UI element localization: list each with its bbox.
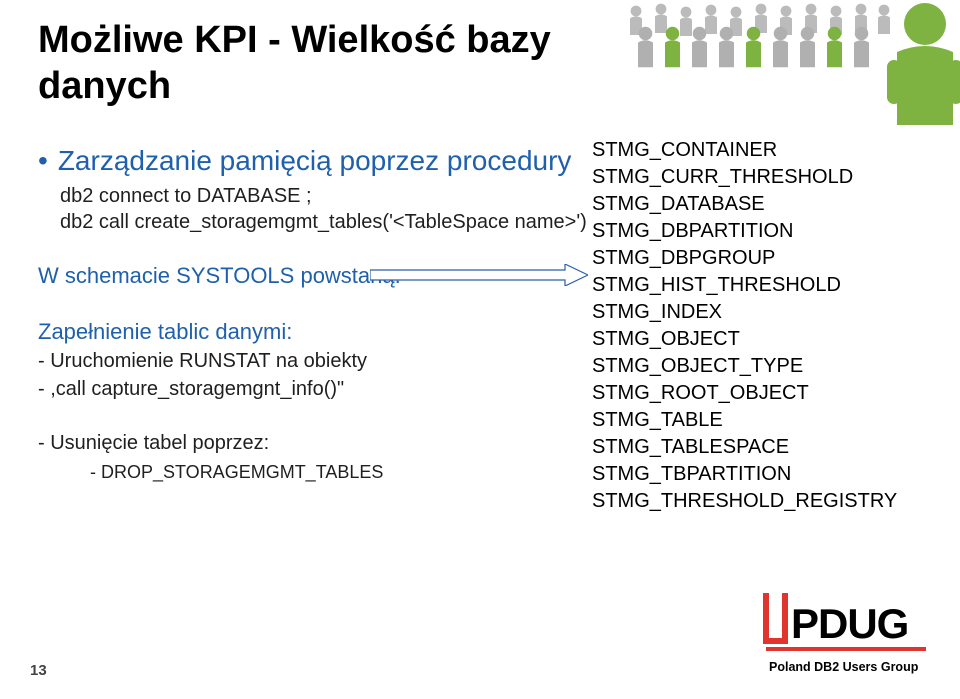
- logo-bottom-text: Poland DB2 Users Group: [769, 660, 918, 674]
- stmg-item: STMG_ROOT_OBJECT: [592, 380, 897, 407]
- svg-text:PDUG: PDUG: [791, 600, 908, 647]
- pdug-logo: PDUG Poland DB2 Users Group: [763, 591, 928, 679]
- stmg-item: STMG_CURR_THRESHOLD: [592, 164, 897, 191]
- stmg-item: STMG_DATABASE: [592, 191, 897, 218]
- bullet-dot: •: [38, 145, 48, 176]
- title-line1: Możliwe KPI - Wielkość bazy: [38, 19, 551, 61]
- main-bullet-text: Zarządzanie pamięcią poprzez procedury: [58, 145, 572, 176]
- schema-line: W schemacie SYSTOOLS powstaną:: [38, 263, 401, 289]
- call-capture-line: - ,call capture_storagemgnt_info()": [38, 378, 344, 401]
- stmg-item: STMG_OBJECT: [592, 326, 897, 353]
- runstat-line: - Uruchomienie RUNSTAT na obiekty: [38, 350, 367, 373]
- stmg-tables-list: STMG_CONTAINER STMG_CURR_THRESHOLD STMG_…: [592, 137, 897, 515]
- page-number: 13: [30, 662, 47, 679]
- stmg-item: STMG_DBPGROUP: [592, 245, 897, 272]
- stmg-item: STMG_CONTAINER: [592, 137, 897, 164]
- title-line2: danych: [38, 65, 171, 107]
- code-line-2: db2 call create_storagemgmt_tables('<Tab…: [60, 211, 587, 234]
- stmg-item: STMG_HIST_THRESHOLD: [592, 272, 897, 299]
- fill-tables-line: Zapełnienie tablic danymi:: [38, 319, 292, 345]
- arrow-icon: [370, 264, 588, 286]
- main-bullet: • Zarządzanie pamięcią poprzez procedury: [38, 145, 571, 177]
- stmg-item: STMG_OBJECT_TYPE: [592, 353, 897, 380]
- stmg-item: STMG_TBPARTITION: [592, 461, 897, 488]
- drop-label-line: - Usunięcie tabel poprzez:: [38, 432, 269, 455]
- drop-cmd-line: - DROP_STORAGEMGMT_TABLES: [90, 462, 383, 483]
- stmg-item: STMG_INDEX: [592, 299, 897, 326]
- stmg-item: STMG_TABLE: [592, 407, 897, 434]
- stmg-item: STMG_DBPARTITION: [592, 218, 897, 245]
- crowd-graphic: [620, 0, 960, 125]
- slide-title: Możliwe KPI - Wielkość bazy danych: [38, 18, 551, 109]
- stmg-item: STMG_THRESHOLD_REGISTRY: [592, 488, 897, 515]
- stmg-item: STMG_TABLESPACE: [592, 434, 897, 461]
- code-line-1: db2 connect to DATABASE ;: [60, 183, 312, 209]
